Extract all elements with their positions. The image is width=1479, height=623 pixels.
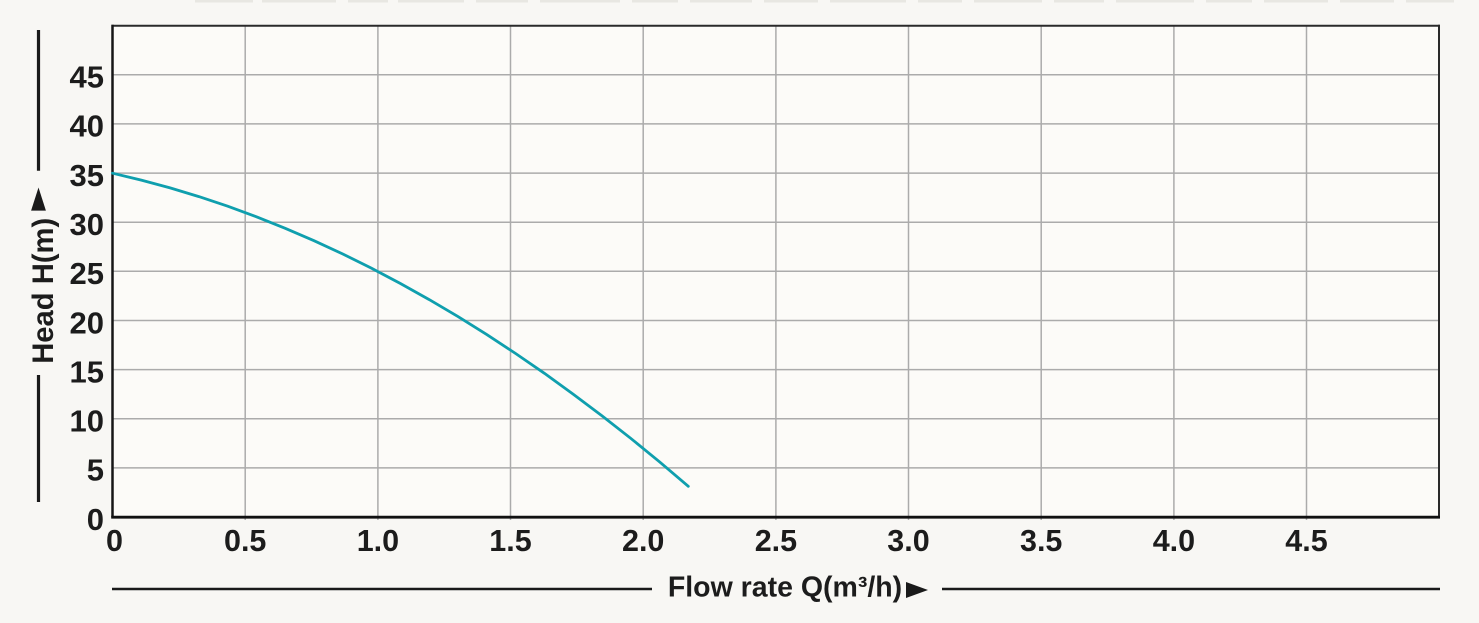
svg-text:4.5: 4.5: [1285, 524, 1327, 558]
svg-text:Head H(m): Head H(m): [28, 218, 60, 364]
svg-text:30: 30: [70, 207, 104, 242]
svg-text:15: 15: [70, 354, 104, 389]
svg-text:0: 0: [87, 502, 104, 537]
svg-text:3.5: 3.5: [1020, 524, 1062, 558]
svg-text:Flow rate Q(m³/h): Flow rate Q(m³/h): [668, 572, 902, 604]
svg-text:2.5: 2.5: [755, 524, 797, 558]
svg-text:25: 25: [70, 256, 104, 291]
svg-text:3.0: 3.0: [887, 524, 929, 558]
svg-text:1.0: 1.0: [357, 524, 399, 558]
svg-text:5: 5: [87, 453, 104, 488]
svg-text:45: 45: [70, 60, 104, 95]
svg-text:40: 40: [70, 109, 104, 144]
svg-text:0.5: 0.5: [224, 524, 266, 558]
svg-text:4.0: 4.0: [1153, 524, 1195, 558]
svg-text:20: 20: [70, 305, 104, 340]
svg-text:10: 10: [70, 404, 104, 439]
svg-text:35: 35: [70, 158, 104, 193]
svg-text:2.0: 2.0: [622, 524, 664, 558]
svg-text:0: 0: [106, 524, 123, 558]
svg-text:1.5: 1.5: [489, 524, 531, 558]
